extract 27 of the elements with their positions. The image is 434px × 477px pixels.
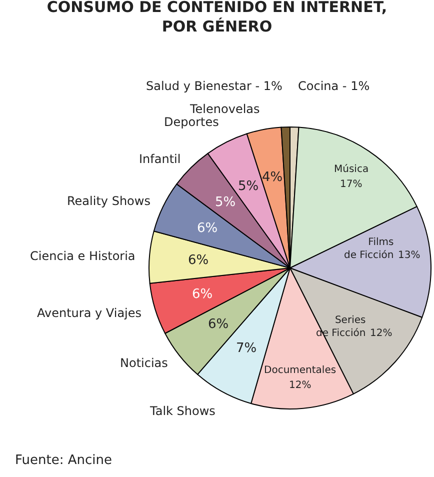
slice-label: Documentales [264, 365, 336, 376]
slice-label: Deportes [164, 115, 219, 129]
slice-label: Aventura y Viajes [37, 306, 142, 320]
data-label: 6% [197, 221, 218, 236]
data-label: 13% [398, 250, 420, 261]
data-label: 6% [192, 287, 213, 302]
slice-label: Salud y Bienestar - 1% [146, 79, 282, 93]
slice-label: Telenovelas [189, 102, 260, 116]
slice-label: Films de Ficción [344, 237, 394, 261]
data-label: 5% [238, 179, 259, 194]
slice-label: Noticias [120, 356, 168, 370]
data-label: 5% [215, 195, 236, 210]
data-label: 17% [340, 179, 362, 190]
slice-label: Ciencia e Historia [30, 249, 136, 263]
data-label: 6% [188, 253, 209, 268]
data-label: 6% [208, 317, 229, 332]
slice-label: Talk Shows [149, 404, 216, 418]
chart-title: CONSUMO DE CONTENIDO EN INTERNET, POR GÉNERO [46, 0, 388, 36]
data-label: 7% [236, 341, 257, 356]
data-label: 12% [289, 380, 312, 391]
data-label: 4% [262, 170, 283, 185]
slice-label: Reality Shows [67, 194, 150, 208]
data-label: 12% [370, 328, 392, 339]
slice-label: Música [334, 164, 369, 175]
slice-label: Cocina - 1% [298, 79, 370, 93]
slice-label: Infantil [139, 152, 181, 166]
source-note: Fuente: Ancine [15, 453, 112, 468]
